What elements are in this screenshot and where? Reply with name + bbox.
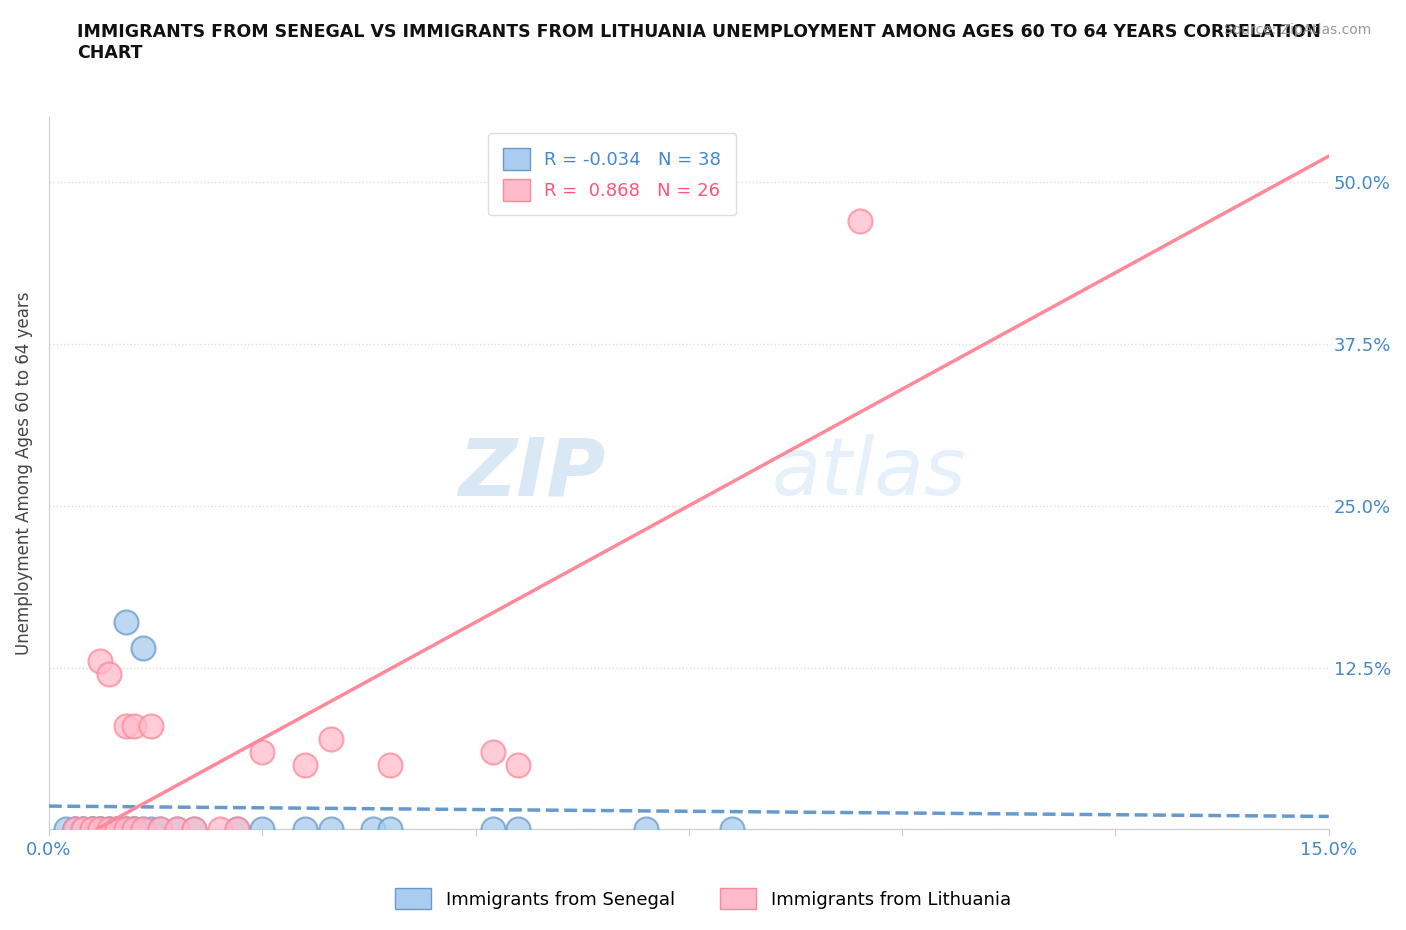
Point bbox=[141, 822, 163, 837]
Point bbox=[149, 822, 172, 837]
Point bbox=[114, 615, 136, 630]
Point bbox=[80, 822, 103, 837]
Point bbox=[72, 822, 94, 837]
Point bbox=[114, 822, 136, 837]
Point bbox=[481, 822, 503, 837]
Point bbox=[97, 822, 120, 837]
Point bbox=[124, 822, 146, 837]
Point bbox=[114, 718, 136, 733]
Point bbox=[132, 822, 155, 837]
Point bbox=[80, 822, 103, 837]
Point bbox=[80, 822, 103, 837]
Point bbox=[89, 822, 111, 837]
Point bbox=[97, 667, 120, 682]
Point bbox=[124, 822, 146, 837]
Point bbox=[508, 822, 530, 837]
Point bbox=[225, 822, 247, 837]
Point bbox=[89, 654, 111, 669]
Point bbox=[63, 822, 86, 837]
Point bbox=[208, 822, 231, 837]
Point bbox=[97, 822, 120, 837]
Text: IMMIGRANTS FROM SENEGAL VS IMMIGRANTS FROM LITHUANIA UNEMPLOYMENT AMONG AGES 60 : IMMIGRANTS FROM SENEGAL VS IMMIGRANTS FR… bbox=[77, 23, 1322, 62]
Point bbox=[124, 822, 146, 837]
Legend: Immigrants from Senegal, Immigrants from Lithuania: Immigrants from Senegal, Immigrants from… bbox=[388, 881, 1018, 916]
Point bbox=[166, 822, 188, 837]
Point bbox=[132, 822, 155, 837]
Point bbox=[294, 757, 316, 772]
Point bbox=[72, 822, 94, 837]
Y-axis label: Unemployment Among Ages 60 to 64 years: Unemployment Among Ages 60 to 64 years bbox=[15, 292, 32, 655]
Point bbox=[294, 822, 316, 837]
Point bbox=[124, 718, 146, 733]
Point bbox=[380, 757, 402, 772]
Point bbox=[55, 822, 77, 837]
Point bbox=[481, 744, 503, 759]
Point bbox=[72, 822, 94, 837]
Point bbox=[80, 822, 103, 837]
Point bbox=[97, 822, 120, 837]
Point bbox=[105, 822, 128, 837]
Point bbox=[183, 822, 205, 837]
Point bbox=[132, 641, 155, 656]
Point bbox=[183, 822, 205, 837]
Point bbox=[141, 718, 163, 733]
Point bbox=[319, 822, 342, 837]
Point bbox=[636, 822, 658, 837]
Point bbox=[63, 822, 86, 837]
Point bbox=[105, 822, 128, 837]
Point bbox=[114, 822, 136, 837]
Point bbox=[252, 822, 274, 837]
Point bbox=[252, 744, 274, 759]
Point bbox=[361, 822, 384, 837]
Text: Source: ZipAtlas.com: Source: ZipAtlas.com bbox=[1223, 23, 1371, 37]
Point bbox=[89, 822, 111, 837]
Point bbox=[105, 822, 128, 837]
Point bbox=[166, 822, 188, 837]
Point bbox=[720, 822, 742, 837]
Point bbox=[89, 822, 111, 837]
Legend: R = -0.034   N = 38, R =  0.868   N = 26: R = -0.034 N = 38, R = 0.868 N = 26 bbox=[488, 133, 735, 216]
Point bbox=[380, 822, 402, 837]
Text: ZIP: ZIP bbox=[458, 434, 606, 512]
Point bbox=[508, 757, 530, 772]
Point bbox=[124, 822, 146, 837]
Point bbox=[114, 822, 136, 837]
Text: atlas: atlas bbox=[772, 434, 967, 512]
Point bbox=[319, 731, 342, 746]
Point bbox=[63, 822, 86, 837]
Point bbox=[149, 822, 172, 837]
Point bbox=[225, 822, 247, 837]
Point bbox=[89, 822, 111, 837]
Point bbox=[848, 214, 870, 229]
Point bbox=[105, 822, 128, 837]
